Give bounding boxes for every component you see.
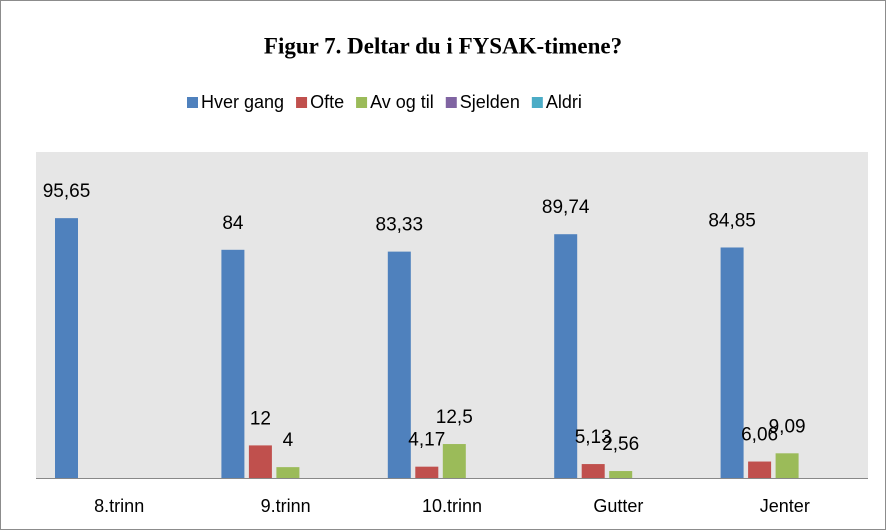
data-label: 9,09 [769,416,806,437]
legend-label: Aldri [546,92,582,112]
x-tick-label: Jenter [760,496,810,516]
bar [248,445,272,478]
bar [775,453,799,478]
legend-label: Hver gang [201,92,284,112]
bar [581,464,605,478]
data-label: 89,74 [542,197,590,218]
bar [276,467,300,478]
bar [554,234,578,478]
data-label: 12,5 [436,407,473,428]
bar [442,444,466,478]
bar [748,461,772,478]
legend-swatch [356,97,368,108]
bar [55,218,78,479]
data-label: 4 [283,430,294,451]
bar [720,247,744,478]
legend-swatch [445,97,457,108]
x-tick-label: 9.trinn [261,496,311,516]
data-label: 84,85 [708,211,756,232]
bar [609,471,633,478]
data-label: 5,13 [575,427,612,448]
bar [221,249,245,478]
x-tick-label: Gutter [593,496,643,516]
legend-swatch [531,97,543,108]
legend-label: Ofte [310,92,344,112]
data-label: 2,56 [602,434,639,455]
legend-label: Sjelden [460,92,520,112]
x-tick-label: 10.trinn [422,496,482,516]
data-label: 6,06 [741,425,778,446]
data-label: 4,17 [408,430,445,451]
legend-label: Av og til [370,92,434,112]
legend-swatch [296,97,308,108]
data-label: 12 [250,408,271,429]
legend-swatch [187,97,198,108]
data-label: 83,33 [376,215,424,236]
data-label: 84 [222,213,244,234]
bar [415,466,439,478]
x-tick-label: 8.trinn [94,496,144,516]
bar [387,251,411,478]
data-label: 95,65 [43,181,91,202]
chart-title: Figur 7. Deltar du i FYSAK-timene? [264,33,622,58]
